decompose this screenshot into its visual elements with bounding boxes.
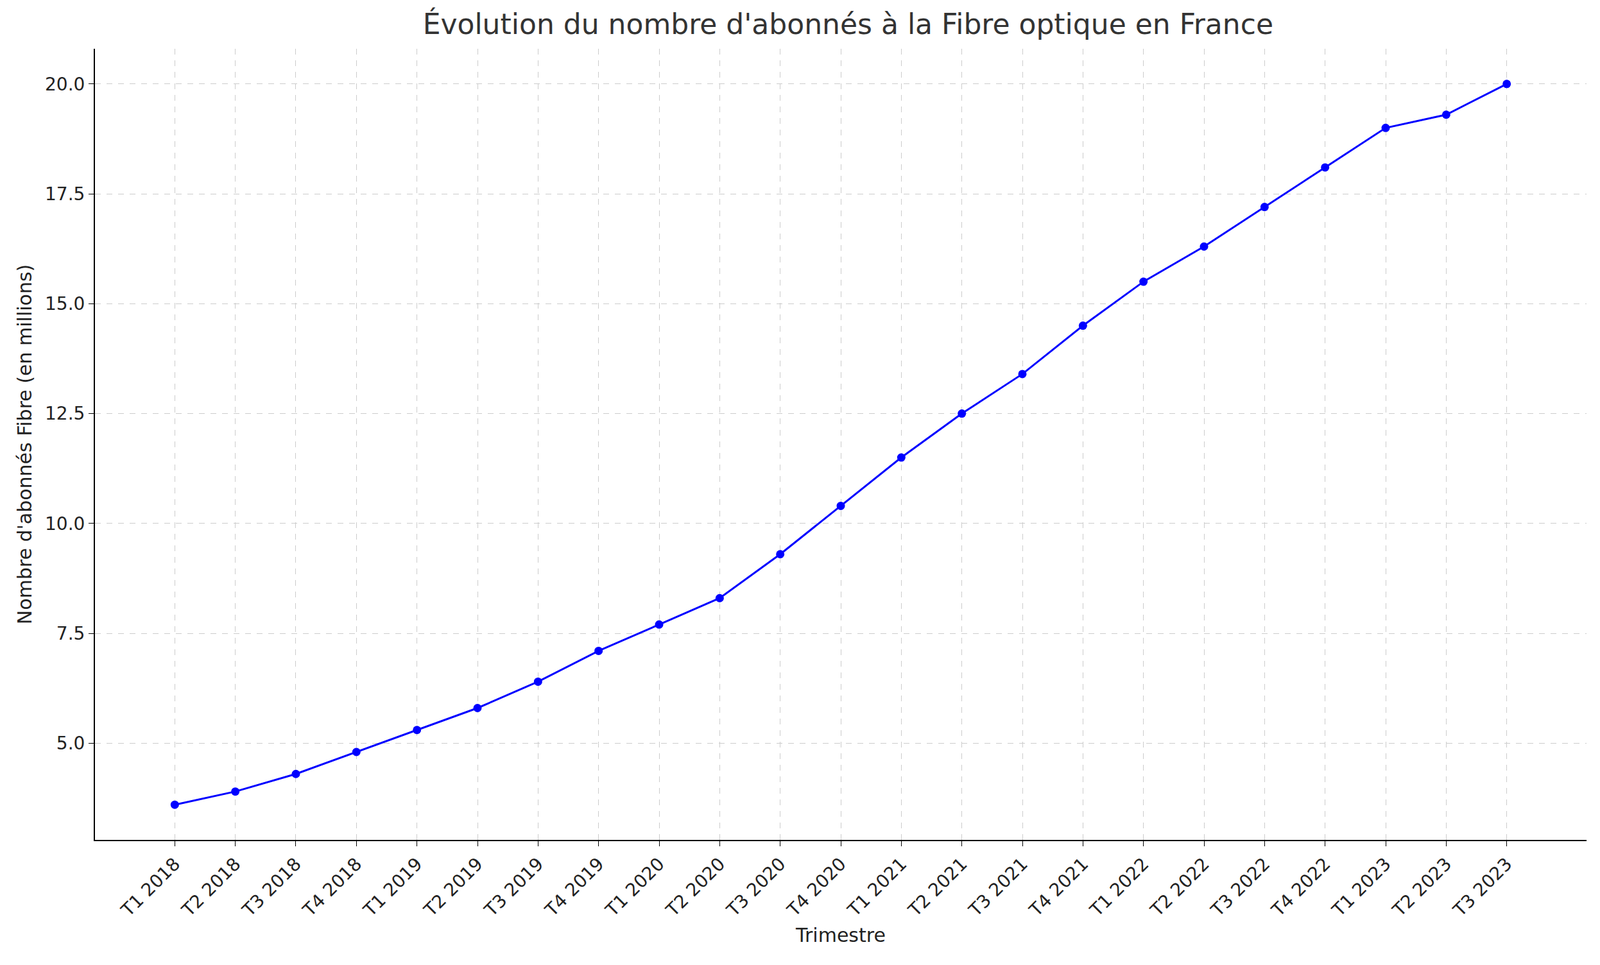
svg-text:T4 2019: T4 2019: [540, 853, 608, 921]
svg-text:10.0: 10.0: [44, 513, 85, 535]
svg-text:7.5: 7.5: [56, 623, 86, 645]
svg-text:T1 2021: T1 2021: [843, 853, 911, 921]
svg-text:T1 2020: T1 2020: [600, 853, 669, 921]
svg-text:T1 2019: T1 2019: [358, 853, 427, 921]
svg-text:T3 2019: T3 2019: [480, 853, 548, 921]
svg-text:T4 2022: T4 2022: [1266, 853, 1335, 921]
svg-text:Évolution du nombre d'abonnés: Évolution du nombre d'abonnés à la Fibre…: [422, 7, 1274, 41]
svg-text:T3 2020: T3 2020: [722, 853, 790, 921]
svg-text:15.0: 15.0: [44, 293, 85, 315]
svg-text:T2 2020: T2 2020: [661, 853, 730, 921]
svg-text:T2 2023: T2 2023: [1388, 853, 1456, 921]
svg-text:20.0: 20.0: [44, 73, 85, 95]
svg-text:T4 2021: T4 2021: [1024, 853, 1093, 921]
svg-text:T3 2023: T3 2023: [1448, 853, 1516, 921]
svg-text:5.0: 5.0: [56, 732, 86, 755]
svg-text:T2 2018: T2 2018: [177, 853, 245, 921]
svg-text:T4 2018: T4 2018: [298, 853, 366, 921]
svg-text:T4 2020: T4 2020: [782, 853, 850, 921]
svg-text:T3 2018: T3 2018: [237, 853, 305, 921]
svg-text:12.5: 12.5: [44, 403, 85, 425]
svg-text:T2 2019: T2 2019: [419, 853, 487, 921]
svg-text:T3 2021: T3 2021: [963, 853, 1032, 921]
svg-text:Nombre d'abonnés Fibre (en mil: Nombre d'abonnés Fibre (en millions): [13, 264, 36, 626]
svg-text:T1 2018: T1 2018: [116, 853, 185, 921]
svg-text:T2 2021: T2 2021: [903, 853, 972, 921]
svg-text:T3 2022: T3 2022: [1206, 853, 1274, 921]
svg-text:T1 2023: T1 2023: [1327, 853, 1395, 921]
svg-text:T1 2022: T1 2022: [1085, 853, 1153, 921]
svg-text:Trimestre: Trimestre: [795, 924, 886, 947]
svg-text:T2 2022: T2 2022: [1145, 853, 1213, 921]
svg-text:17.5: 17.5: [44, 183, 85, 205]
